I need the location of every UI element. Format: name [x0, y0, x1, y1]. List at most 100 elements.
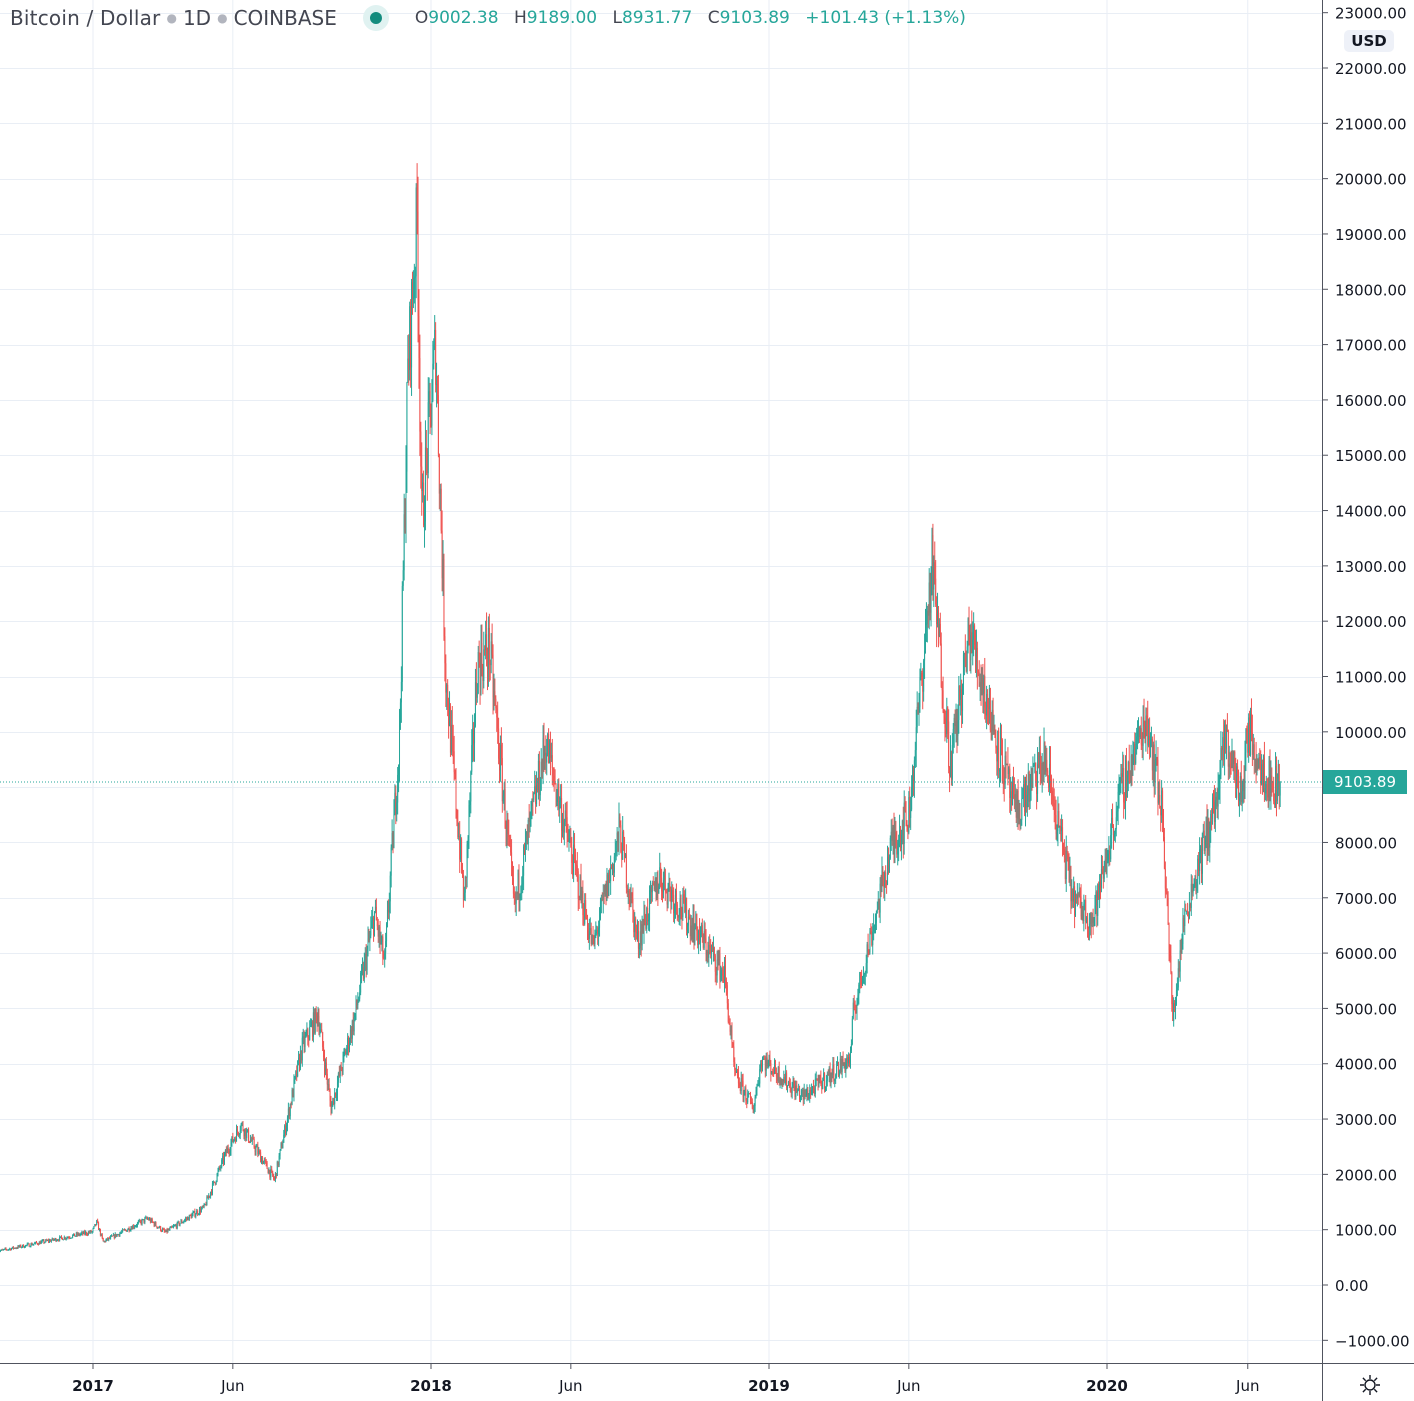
candle — [972, 621, 974, 666]
currency-badge[interactable]: USD — [1344, 30, 1394, 52]
candle-body — [190, 1215, 192, 1219]
candle-body — [715, 971, 717, 976]
symbol-name[interactable]: Bitcoin / Dollar — [10, 6, 161, 30]
candle-body — [556, 796, 558, 802]
candle — [899, 825, 901, 852]
candle-body — [909, 797, 911, 818]
candle — [332, 1097, 334, 1107]
candle — [286, 1115, 288, 1132]
candle-body — [408, 358, 410, 371]
candle-body — [1173, 1003, 1175, 1022]
time-axis[interactable] — [0, 1364, 1322, 1401]
candle — [244, 1128, 246, 1142]
candle — [915, 709, 917, 768]
candle — [461, 862, 463, 879]
candle — [182, 1221, 184, 1224]
candle — [454, 769, 456, 780]
candle-body — [1000, 737, 1002, 740]
candle-body — [1255, 758, 1257, 773]
candle — [934, 541, 936, 585]
candle-body — [818, 1075, 820, 1085]
candle-body — [317, 1016, 319, 1025]
candle-body — [223, 1156, 225, 1163]
candle-body — [1200, 848, 1202, 850]
candle-body — [1027, 772, 1029, 795]
candle — [190, 1213, 192, 1219]
candle — [837, 1061, 839, 1078]
candle-body — [655, 877, 657, 899]
candle — [101, 1233, 103, 1240]
candle-body — [349, 1042, 351, 1049]
candle-body — [99, 1229, 101, 1236]
candle-body — [972, 639, 974, 654]
candle-body — [399, 722, 401, 765]
candle-body — [1187, 911, 1189, 919]
candle — [162, 1227, 164, 1231]
candle-body — [1162, 817, 1164, 838]
candle — [465, 876, 467, 890]
candle — [152, 1221, 154, 1224]
candle — [285, 1120, 287, 1137]
candle-body — [722, 969, 724, 976]
candle — [120, 1231, 122, 1234]
candle — [54, 1237, 56, 1241]
candle — [1087, 912, 1089, 938]
candle-body — [759, 1069, 761, 1084]
candle — [531, 798, 533, 820]
candle — [477, 645, 479, 695]
candle-body — [675, 891, 677, 905]
candle — [711, 944, 713, 965]
candle-body — [494, 691, 496, 699]
y-tick-label: 11000.00 — [1335, 669, 1407, 687]
candle-body — [286, 1125, 288, 1134]
candle-body — [1082, 914, 1084, 921]
price-axis[interactable] — [1322, 0, 1414, 1401]
candle — [1255, 741, 1257, 784]
candle — [462, 869, 464, 908]
candle — [539, 777, 541, 801]
candle-body — [742, 1080, 744, 1097]
candle — [1027, 763, 1029, 808]
candle — [315, 1006, 317, 1024]
candle-body — [838, 1071, 840, 1076]
candle-body — [561, 819, 563, 831]
candle-body — [156, 1225, 158, 1228]
market-status-icon[interactable] — [362, 5, 389, 31]
candle-body — [536, 784, 538, 790]
candle-body — [1032, 766, 1034, 775]
candle-body — [1075, 897, 1077, 916]
candle — [702, 933, 704, 950]
candle — [950, 735, 952, 778]
candle — [116, 1234, 118, 1237]
candle — [163, 1227, 165, 1233]
candle-body — [690, 925, 692, 937]
candle-body — [171, 1226, 173, 1228]
candle — [582, 880, 584, 926]
candle-body — [69, 1237, 71, 1239]
candle-body — [592, 935, 594, 937]
candle — [76, 1231, 78, 1237]
candle — [1087, 926, 1089, 941]
candle-body — [267, 1168, 269, 1174]
candle — [876, 901, 878, 914]
candle-body — [118, 1234, 120, 1236]
candle — [762, 1055, 764, 1060]
candle — [712, 941, 714, 953]
candle — [257, 1141, 259, 1158]
candle — [655, 877, 657, 902]
candle — [43, 1239, 45, 1245]
candle-body — [714, 955, 716, 972]
candle-body — [609, 870, 611, 882]
candle-body — [616, 832, 618, 843]
candle — [195, 1213, 197, 1219]
candle — [1096, 890, 1098, 928]
candle-body — [390, 847, 392, 876]
candle — [1019, 802, 1021, 831]
candle-body — [493, 691, 495, 698]
candle — [922, 668, 924, 710]
gear-icon[interactable] — [1358, 1373, 1382, 1397]
candle-body — [763, 1058, 765, 1060]
candle — [715, 966, 717, 986]
candle-body — [934, 562, 936, 579]
